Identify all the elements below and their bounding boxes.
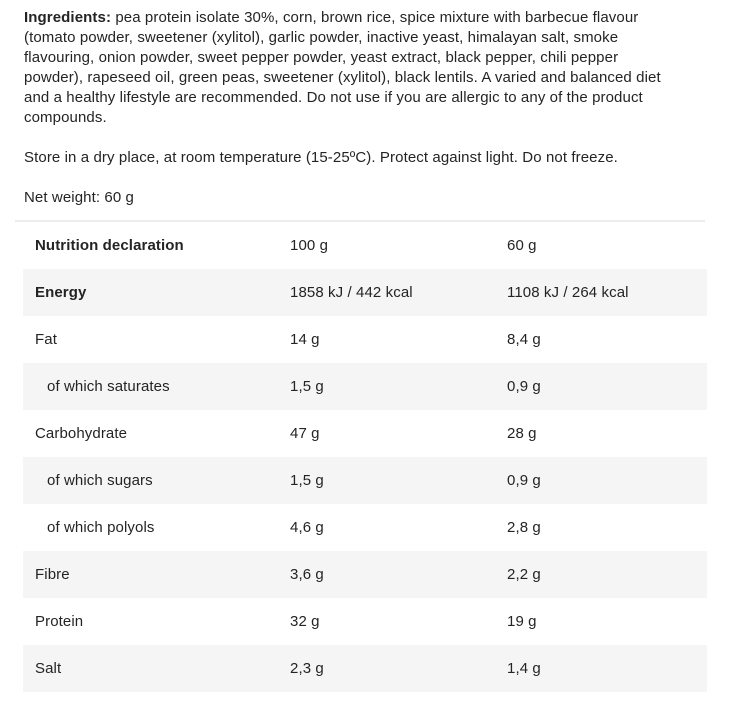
- column-header-60g: 60 g: [507, 237, 537, 254]
- nutrient-label: Salt: [35, 660, 62, 677]
- nutrition-table-title: Nutrition declaration: [35, 237, 184, 254]
- nutrition-row-fibre: Fibre 3,6 g 2,2 g: [23, 551, 707, 598]
- nutrition-row-carbohydrate: Carbohydrate 47 g 28 g: [23, 410, 707, 457]
- nutrition-row-energy: Energy 1858 kJ / 442 kcal 1108 kJ / 264 …: [23, 269, 707, 316]
- value-per-100g: 1858 kJ / 442 kcal: [290, 284, 413, 301]
- value-per-60g: 28 g: [507, 425, 537, 442]
- nutrition-row-salt: Salt 2,3 g 1,4 g: [23, 645, 707, 692]
- nutrient-label: Fibre: [35, 566, 70, 583]
- value-per-60g: 8,4 g: [507, 331, 541, 348]
- nutrient-label: of which saturates: [47, 378, 170, 395]
- value-per-60g: 0,9 g: [507, 472, 541, 489]
- nutrition-table-header-row: Nutrition declaration 100 g 60 g: [23, 222, 707, 269]
- ingredients-paragraph: Ingredients: pea protein isolate 30%, co…: [24, 8, 676, 128]
- nutrition-row-saturates: of which saturates 1,5 g 0,9 g: [23, 363, 707, 410]
- value-per-100g: 47 g: [290, 425, 320, 442]
- value-per-100g: 14 g: [290, 331, 320, 348]
- value-per-60g: 2,8 g: [507, 519, 541, 536]
- value-per-60g: 19 g: [507, 613, 537, 630]
- nutrient-label: of which sugars: [47, 472, 153, 489]
- ingredients-label: Ingredients:: [24, 9, 112, 26]
- value-per-60g: 1,4 g: [507, 660, 541, 677]
- value-per-100g: 32 g: [290, 613, 320, 630]
- nutrition-row-polyols: of which polyols 4,6 g 2,8 g: [23, 504, 707, 551]
- storage-instructions: Store in a dry place, at room temperatur…: [24, 149, 618, 166]
- nutrition-row-sugars: of which sugars 1,5 g 0,9 g: [23, 457, 707, 504]
- value-per-100g: 3,6 g: [290, 566, 324, 583]
- divider: [15, 220, 705, 222]
- nutrition-row-fat: Fat 14 g 8,4 g: [23, 316, 707, 363]
- value-per-100g: 2,3 g: [290, 660, 324, 677]
- value-per-60g: 0,9 g: [507, 378, 541, 395]
- nutrient-label: Carbohydrate: [35, 425, 128, 442]
- value-per-60g: 1108 kJ / 264 kcal: [507, 284, 629, 301]
- ingredients-text: pea protein isolate 30%, corn, brown ric…: [24, 9, 661, 126]
- nutrition-table: Nutrition declaration 100 g 60 g Energy …: [23, 222, 707, 692]
- net-weight: Net weight: 60 g: [24, 189, 134, 206]
- nutrient-label: Fat: [35, 331, 57, 348]
- nutrient-label: Energy: [35, 284, 87, 301]
- page-content: Ingredients: pea protein isolate 30%, co…: [15, 8, 707, 692]
- value-per-100g: 1,5 g: [290, 472, 324, 489]
- value-per-100g: 1,5 g: [290, 378, 324, 395]
- nutrition-row-protein: Protein 32 g 19 g: [23, 598, 707, 645]
- value-per-100g: 4,6 g: [290, 519, 324, 536]
- column-header-100g: 100 g: [290, 237, 329, 254]
- nutrient-label: Protein: [35, 613, 84, 630]
- value-per-60g: 2,2 g: [507, 566, 541, 583]
- nutrient-label: of which polyols: [47, 519, 155, 536]
